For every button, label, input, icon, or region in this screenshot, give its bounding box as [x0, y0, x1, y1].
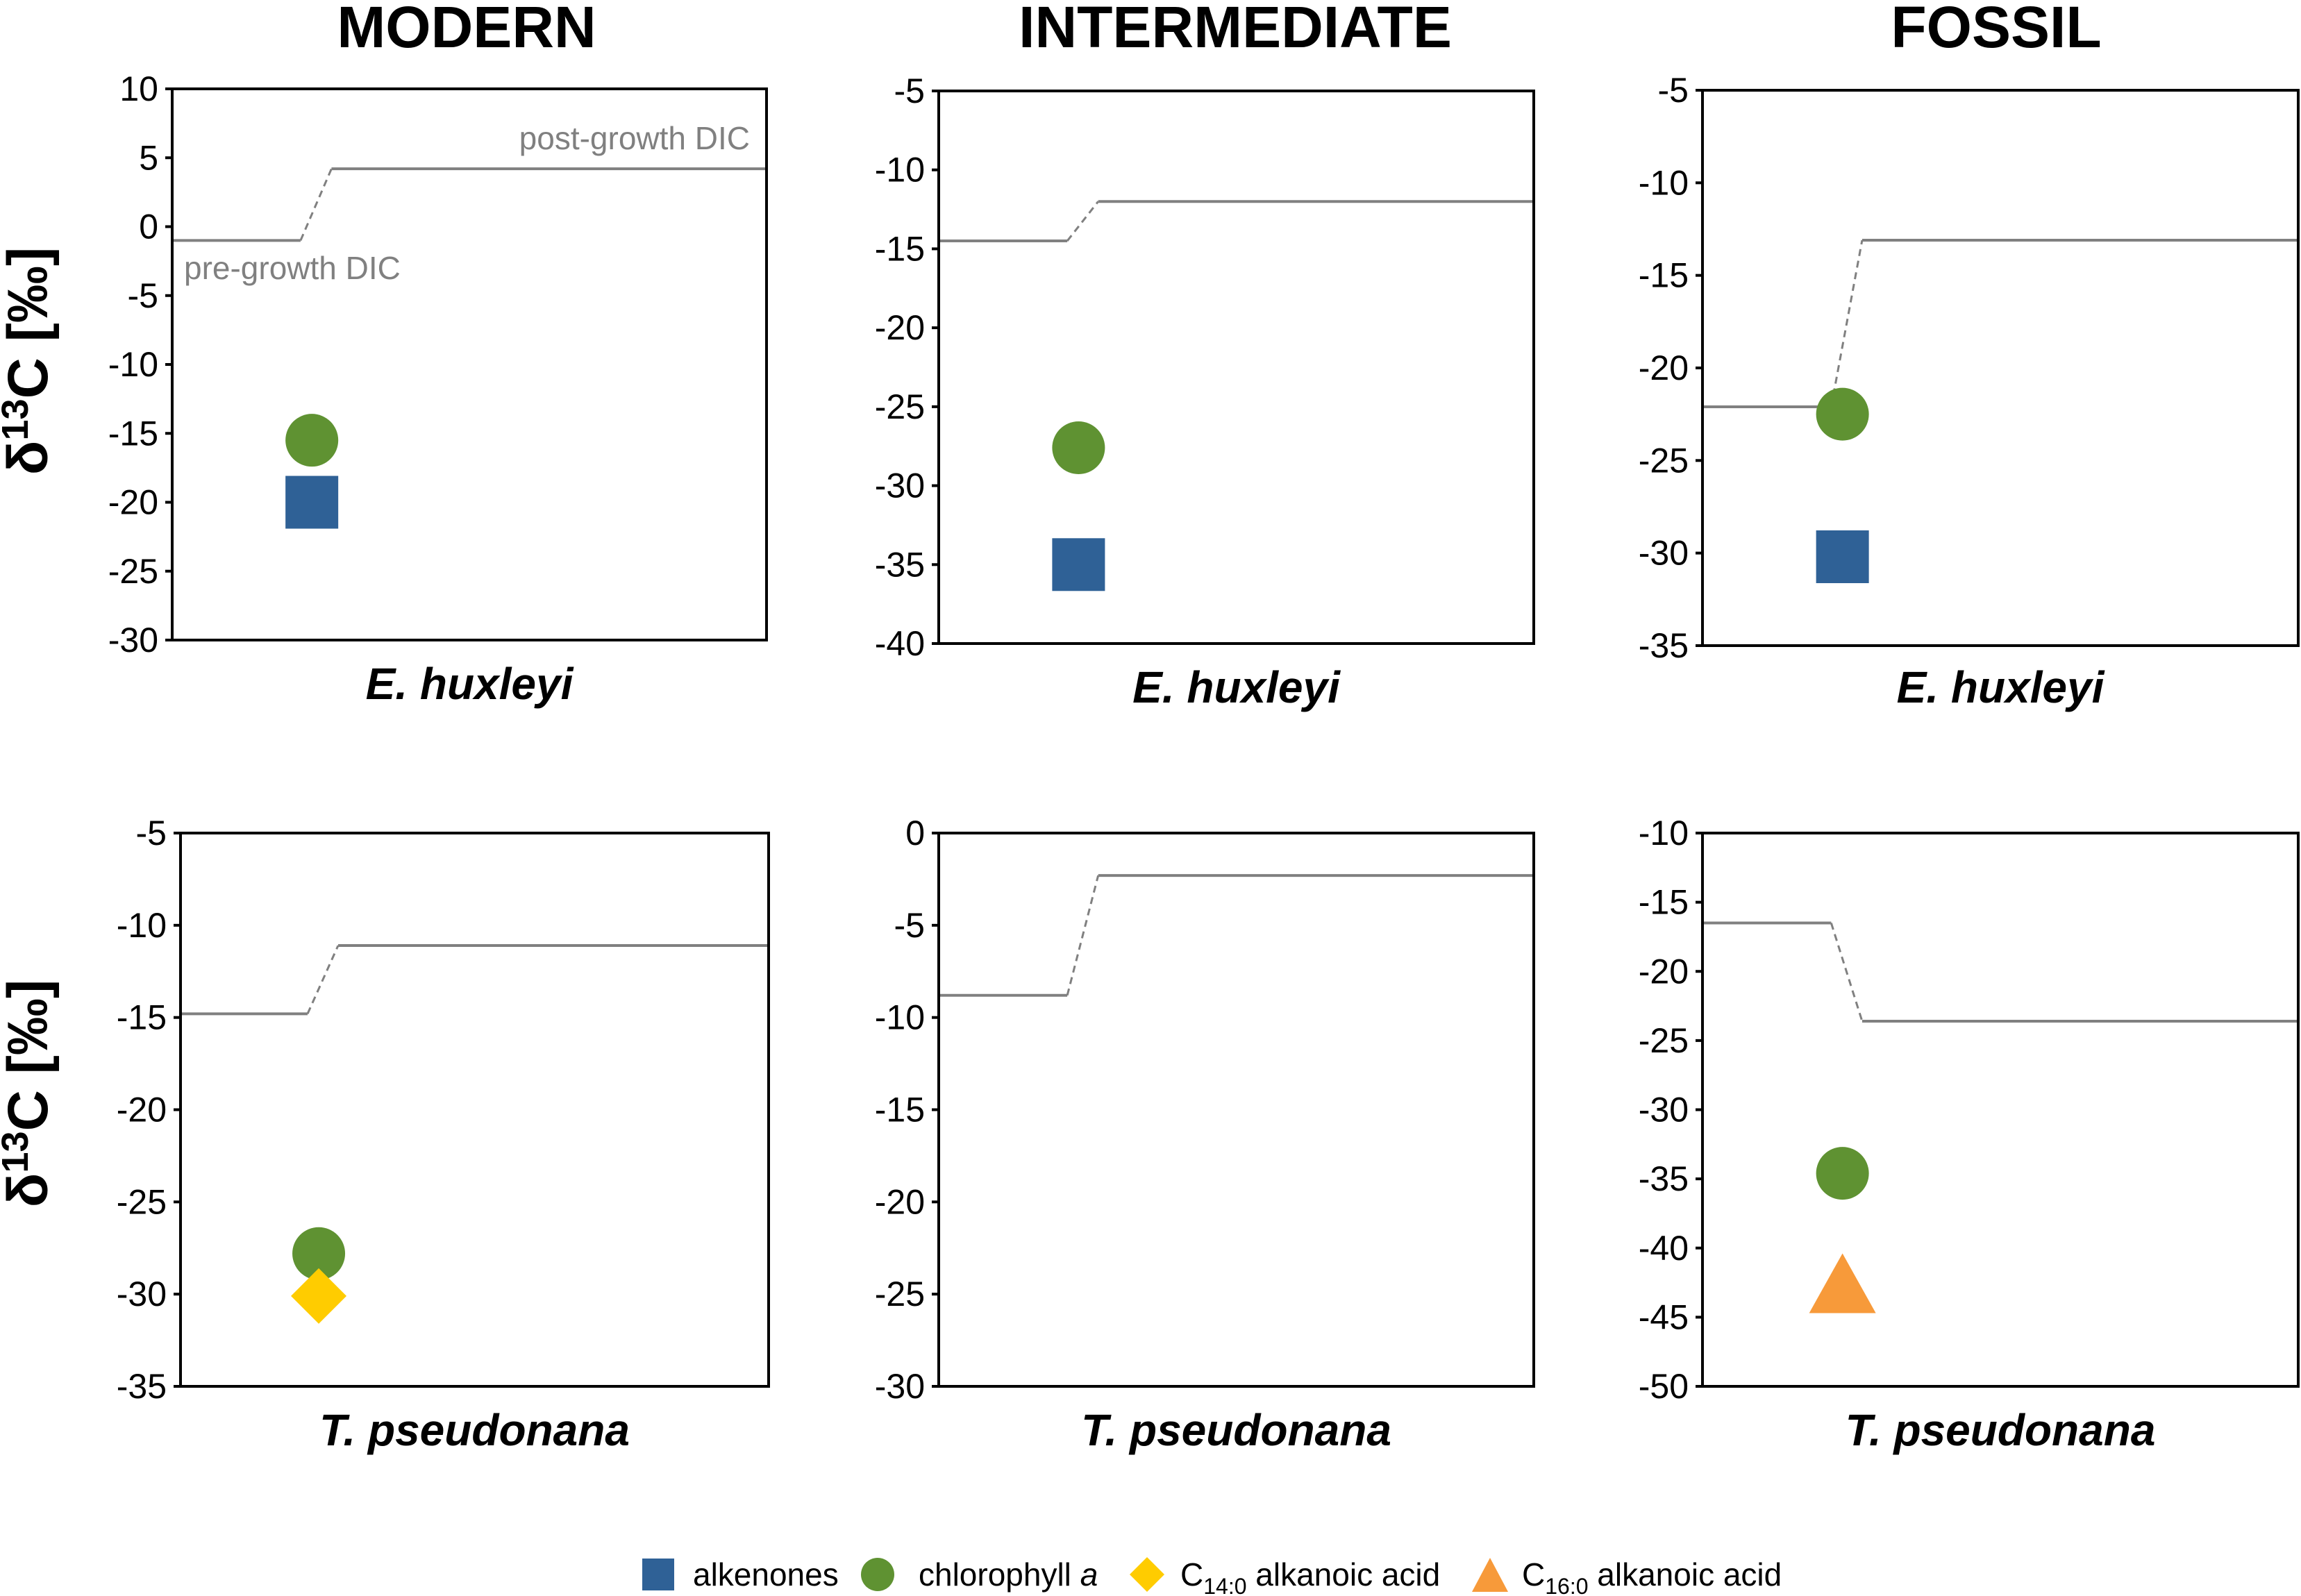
pre-growth-dic-label: pre-growth DIC: [184, 250, 401, 286]
y-tick-label: -25: [108, 552, 158, 591]
post-growth-dic-label: post-growth DIC: [519, 120, 750, 156]
y-tick-label: 5: [139, 138, 158, 177]
panel-intermediate-t-pseudonana: 0 -5 -10 -15 -20 -25 -30 T. pseudonana: [875, 814, 1535, 1455]
legend-label-c16: C16:0 alkanoic acid: [1522, 1556, 1782, 1596]
y-tick-label: -5: [1658, 71, 1689, 110]
legend-marker-chlorophyll: [861, 1558, 894, 1591]
y-tick-label: 0: [139, 208, 158, 246]
y-tick-label: -20: [108, 483, 158, 522]
y-tick-label: -15: [875, 229, 925, 268]
plot-frame: [171, 87, 768, 641]
y-tick-label: -25: [117, 1182, 167, 1221]
chlorophyll-a-point: [292, 1227, 346, 1280]
species-label: E. huxleyi: [1132, 662, 1341, 712]
species-label: T. pseudonana: [1846, 1405, 2156, 1455]
y-tick-label: -40: [1639, 1229, 1689, 1268]
y-tick-label: -20: [875, 1182, 925, 1221]
plot-frame: [937, 90, 1535, 645]
y-tick-label: -30: [875, 1367, 925, 1406]
panel-modern-e-huxleyi: 10 5 0 -5 -10 -15 -20 -25 -30 E. huxleyi: [108, 69, 768, 709]
panel-fossil-e-huxleyi: -5 -10 -15 -20 -25 -30 -35 E. huxleyi: [1639, 71, 2300, 712]
y-tick-label: -10: [875, 998, 925, 1037]
dic-transition-line: [306, 945, 340, 1014]
chlorophyll-a-point: [285, 414, 339, 467]
y-tick-label: -5: [128, 276, 158, 315]
species-label: T. pseudonana: [319, 1405, 630, 1455]
dic-transition-line: [1830, 923, 1864, 1022]
y-tick-label: -30: [117, 1275, 167, 1313]
y-tick-label: -10: [108, 345, 158, 384]
column-title-fossil: FOSSIL: [1891, 0, 2101, 60]
y-tick-label: -10: [875, 151, 925, 190]
column-title-intermediate: INTERMEDIATE: [1019, 0, 1452, 60]
panel-modern-t-pseudonana: -5 -10 -15 -20 -25 -30 -35 T. pseudonana: [117, 814, 770, 1455]
y-tick-label: -25: [875, 1275, 925, 1313]
legend-marker-c14: [1130, 1557, 1164, 1592]
column-title-modern: MODERN: [337, 0, 596, 60]
y-tick-label: -10: [1639, 163, 1689, 202]
y-tick-label: -15: [108, 414, 158, 453]
alkenones-point: [1052, 538, 1105, 591]
dic-transition-line: [299, 168, 333, 241]
y-tick-label: -10: [117, 906, 167, 945]
alkenones-point: [285, 476, 339, 529]
species-label: E. huxleyi: [1897, 662, 2105, 712]
plot-frame: [1701, 832, 2300, 1388]
y-tick-label: -20: [875, 308, 925, 347]
panel-intermediate-e-huxleyi: -5 -10 -15 -20 -25 -30 -35 -40 E. huxleyi: [875, 72, 1535, 712]
legend-marker-c16: [1472, 1558, 1508, 1592]
y-tick-label: -30: [1639, 534, 1689, 573]
y-tick-label: -45: [1639, 1297, 1689, 1336]
y-tick-label: -15: [1639, 256, 1689, 295]
legend: alkenones chlorophyll a C14:0 alkanoic a…: [642, 1556, 1782, 1596]
dic-transition-line: [1066, 875, 1100, 996]
legend-marker-alkenones: [642, 1559, 674, 1590]
legend-label-chlorophyll: chlorophyll a: [919, 1556, 1098, 1593]
y-tick-label: -35: [875, 545, 925, 584]
legend-label-c14: C14:0 alkanoic acid: [1180, 1556, 1440, 1596]
y-tick-label: -35: [117, 1367, 167, 1406]
y-tick-label: -25: [1639, 1021, 1689, 1060]
y-tick-label: -35: [1639, 1159, 1689, 1198]
y-tick-label: -15: [875, 1091, 925, 1129]
plot-frame: [179, 832, 770, 1388]
dic-transition-line: [1066, 201, 1099, 242]
y-tick-label: -40: [875, 624, 925, 663]
y-tick-label: 10: [119, 69, 158, 108]
y-tick-label: -30: [1639, 1091, 1689, 1129]
chlorophyll-a-point: [1052, 421, 1105, 474]
y-axis-label-bottom: δ13C [‰]: [0, 980, 60, 1207]
y-tick-label: -25: [1639, 441, 1689, 480]
y-tick-label: -20: [1639, 348, 1689, 387]
y-tick-label: -50: [1639, 1367, 1689, 1406]
y-tick-label: -30: [108, 621, 158, 660]
c16-alkanoic-acid-point: [1809, 1253, 1876, 1313]
y-tick-label: -30: [875, 467, 925, 505]
y-tick-label: -15: [117, 998, 167, 1037]
y-tick-label: -5: [894, 72, 925, 110]
y-tick-label: -35: [1639, 626, 1689, 665]
plot-frame: [937, 832, 1535, 1388]
chlorophyll-a-point: [1816, 1147, 1869, 1200]
alkenones-point: [1816, 530, 1869, 583]
y-axis-label-top: δ13C [‰]: [0, 247, 60, 475]
panel-fossil-t-pseudonana: -10 -15 -20 -25 -30 -35 -40 -45 -50 T. pseudonana: [1639, 814, 2300, 1455]
y-tick-label: -15: [1639, 883, 1689, 922]
y-tick-label: -20: [117, 1091, 167, 1129]
legend-label-alkenones: alkenones: [693, 1556, 839, 1593]
y-tick-label: -5: [894, 906, 925, 945]
y-tick-label: 0: [905, 814, 925, 852]
y-tick-label: -25: [875, 387, 925, 426]
chlorophyll-a-point: [1816, 387, 1869, 441]
y-tick-label: -20: [1639, 952, 1689, 991]
plot-frame: [1701, 89, 2300, 647]
dic-transition-line: [1830, 240, 1864, 408]
species-label: E. huxleyi: [366, 659, 574, 709]
y-tick-label: -5: [136, 814, 167, 852]
y-tick-label: -10: [1639, 814, 1689, 852]
c14-alkanoic-acid-point: [291, 1268, 347, 1324]
species-label: T. pseudonana: [1081, 1405, 1391, 1455]
